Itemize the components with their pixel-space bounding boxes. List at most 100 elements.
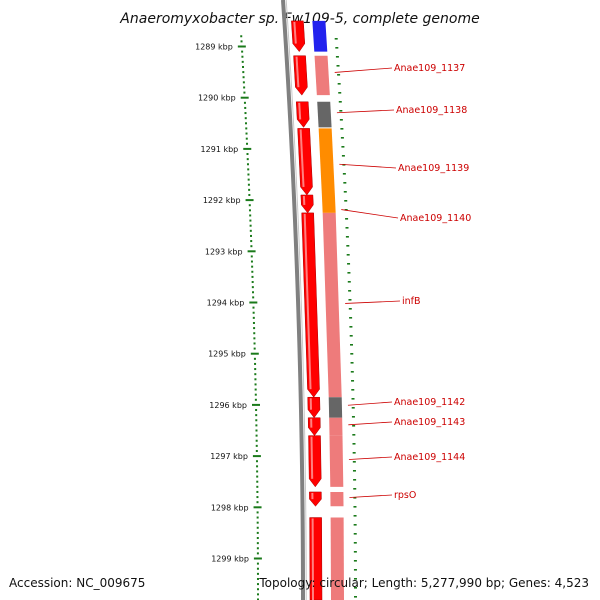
scale-dot	[244, 106, 247, 109]
guide-dot	[342, 173, 346, 175]
gene-feature	[300, 194, 336, 214]
topology-text: Topology: circular; Length: 5,277,990 bp…	[258, 576, 589, 590]
gene-category-box	[321, 194, 336, 213]
guide-dot	[341, 146, 345, 148]
guide-dot	[353, 560, 357, 562]
guide-dot	[345, 227, 349, 229]
scale-dot	[248, 188, 251, 191]
scale-dot	[243, 86, 246, 89]
guide-dot	[345, 236, 349, 238]
gene-label-leader	[336, 109, 395, 114]
gene-category-box	[312, 20, 328, 52]
gene-category-box	[314, 55, 330, 96]
gene-label-leader	[348, 421, 393, 426]
gene-label: Anae109_1138	[396, 105, 467, 116]
gene-arrow	[308, 435, 322, 488]
scale-dot	[256, 593, 259, 596]
scale-dot	[245, 127, 248, 130]
guide-dot	[352, 461, 356, 463]
guide-dot	[343, 191, 347, 193]
guide-dot	[350, 353, 354, 355]
scale-dot	[249, 224, 252, 227]
guide-dot	[348, 299, 352, 301]
scale-dot	[256, 470, 259, 473]
scale-dot	[256, 526, 259, 529]
scale-dot	[246, 142, 249, 145]
gene-arrow	[307, 417, 321, 437]
guide-dot	[350, 371, 354, 373]
guide-dot	[343, 182, 347, 184]
scale-dot	[249, 214, 252, 217]
gene-label: Anae109_1140	[400, 213, 471, 224]
guide-dot	[349, 344, 353, 346]
guide-dot	[339, 110, 343, 112]
guide-dot	[346, 245, 350, 247]
backbone-highlight	[285, 0, 307, 600]
scale-tick-label: 1298 kbp	[211, 503, 249, 512]
accession-text: Accession: NC_009675	[9, 576, 145, 590]
scale-dot	[253, 342, 256, 345]
scale-dot	[247, 173, 250, 176]
gene-category-box	[330, 491, 344, 507]
scale-tick-label: 1295 kbp	[208, 350, 246, 359]
guide-dot	[353, 569, 357, 571]
scale-dot	[256, 511, 259, 514]
scale-tick-label: 1292 kbp	[203, 196, 241, 205]
scale-tick-label: 1296 kbp	[209, 401, 247, 410]
guide-dot	[339, 119, 343, 121]
scale-dot	[248, 193, 251, 196]
gene-category-box	[318, 128, 335, 195]
gene-arrow-shine	[295, 56, 300, 88]
scale-dot	[250, 245, 253, 248]
scale-tick-label: 1299 kbp	[211, 555, 249, 564]
guide-dot	[352, 434, 356, 436]
scale-dot	[246, 158, 249, 161]
guide-dot	[344, 209, 348, 211]
scale-dot	[256, 490, 259, 493]
scale-dot	[242, 71, 245, 74]
scale-axis: 1289 kbp 1290 kbp 1291 kbp 1292 kbp 1293 kbp…	[195, 35, 262, 600]
guide-dot	[353, 596, 357, 598]
scale-dot	[245, 122, 248, 125]
gene-feature	[297, 128, 335, 196]
scale-tick-label: 1289 kbp	[195, 43, 233, 52]
guide-dot	[351, 407, 355, 409]
scale-dot	[241, 50, 244, 53]
gene-category-box	[329, 417, 343, 436]
scale-dot	[255, 419, 258, 422]
guide-dot	[346, 254, 350, 256]
gene-feature	[308, 435, 344, 488]
scale-dot	[242, 65, 245, 68]
guide-dot	[353, 497, 357, 499]
scale-dot	[253, 332, 256, 335]
guide-dot	[349, 317, 353, 319]
guide-dot	[351, 389, 355, 391]
gene-arrow	[309, 491, 322, 507]
scale-dot	[255, 460, 258, 463]
scale-dot	[246, 153, 249, 156]
guide-dot	[338, 101, 342, 103]
guide-dot	[353, 533, 357, 535]
gene-category-box	[330, 517, 344, 600]
gene-arrow	[295, 101, 310, 128]
scale-dot	[256, 588, 259, 591]
gene-label-leader	[334, 67, 393, 73]
scale-dot	[240, 35, 243, 38]
guide-dot	[334, 38, 338, 40]
scale-dot	[256, 521, 259, 524]
scale-dot	[248, 209, 251, 212]
scale-dot	[254, 373, 257, 376]
scale-dot	[256, 583, 259, 586]
scale-dot	[256, 465, 259, 468]
guide-dot	[353, 488, 357, 490]
gene-label: Anae109_1142	[394, 397, 465, 408]
scale-dot	[251, 286, 254, 289]
scale-tick-label: 1290 kbp	[198, 94, 236, 103]
guide-dot	[344, 200, 348, 202]
scale-dot	[254, 383, 257, 386]
gene-track	[291, 20, 357, 600]
scale-dot	[256, 547, 259, 550]
backbone	[281, 0, 307, 600]
scale-dot	[256, 577, 259, 580]
scale-dot	[256, 562, 259, 565]
